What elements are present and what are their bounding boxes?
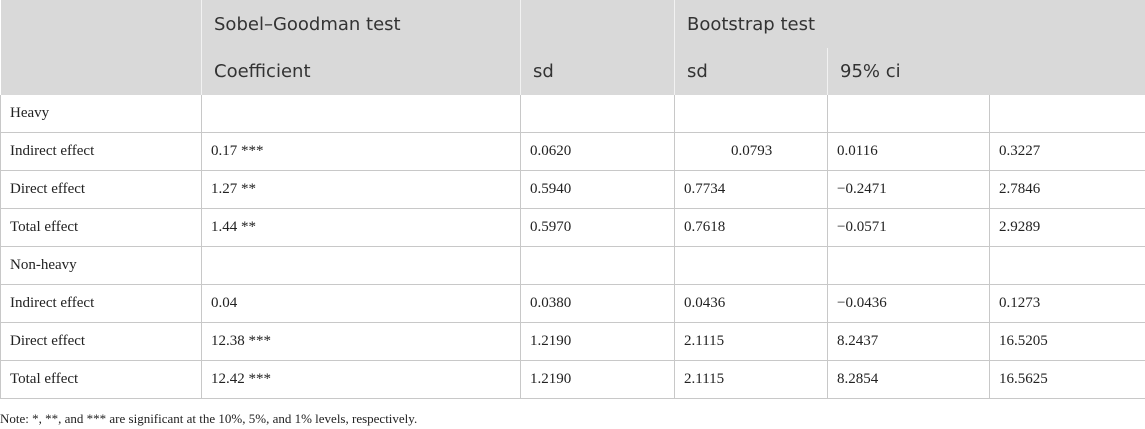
bootstrap-sd-cell (674, 95, 828, 133)
table-body: Heavy Indirect effect 0.17 *** 0.0620 0.… (0, 95, 1145, 399)
table-note: Note: *, **, and *** are significant at … (0, 411, 418, 426)
mediation-results-table: Sobel–Goodman test Bootstrap test Coeffi… (0, 0, 1145, 399)
sd-cell (520, 95, 675, 133)
ci-lower-cell: −0.0436 (827, 284, 990, 323)
sd-cell: 1.2190 (520, 322, 675, 361)
sd-cell: 1.2190 (520, 360, 675, 399)
table-row-heavy-direct: Direct effect 1.27 ** 0.5940 0.7734 −0.2… (0, 170, 1145, 209)
sd-cell: 0.0380 (520, 284, 675, 323)
header-row-columns: Coefficient sd sd 95% ci (0, 48, 1145, 95)
row-label: Total effect (0, 360, 202, 399)
ci-upper-cell: 16.5205 (988, 322, 1145, 361)
coefficient-cell: 0.17 *** (201, 132, 521, 171)
row-label: Non-heavy (0, 246, 202, 285)
sd-cell: 0.5970 (520, 208, 675, 247)
bootstrap-sd-cell: 2.1115 (674, 322, 828, 361)
coefficient-cell: 12.38 *** (201, 322, 521, 361)
ci-lower-cell: 8.2437 (827, 322, 990, 361)
header-sd-sobel: sd (520, 48, 675, 95)
table-row-non-heavy-direct: Direct effect 12.38 *** 1.2190 2.1115 8.… (0, 322, 1145, 361)
header-bootstrap-test: Bootstrap test (674, 0, 1145, 48)
table-row-heavy: Heavy (0, 95, 1145, 133)
table-row-heavy-indirect: Indirect effect 0.17 *** 0.0620 0.0793 0… (0, 132, 1145, 171)
bootstrap-sd-cell: 0.7618 (674, 208, 828, 247)
row-label: Indirect effect (0, 132, 202, 171)
header-coefficient: Coefficient (201, 48, 521, 95)
row-label: Indirect effect (0, 284, 202, 323)
table-row-heavy-total: Total effect 1.44 ** 0.5970 0.7618 −0.05… (0, 208, 1145, 247)
ci-lower-cell (827, 95, 990, 133)
ci-lower-cell: 0.0116 (827, 132, 990, 171)
bootstrap-sd-cell: 0.7734 (674, 170, 828, 209)
coefficient-cell: 1.44 ** (201, 208, 521, 247)
sd-cell: 0.5940 (520, 170, 675, 209)
header-sd-bootstrap: sd (674, 48, 828, 95)
row-label: Direct effect (0, 322, 202, 361)
header-blank-cell (520, 0, 675, 48)
ci-upper-cell: 16.5625 (988, 360, 1145, 399)
ci-upper-cell: 0.1273 (988, 284, 1145, 323)
ci-lower-cell: 8.2854 (827, 360, 990, 399)
bootstrap-sd-cell (674, 246, 828, 285)
ci-upper-cell: 2.9289 (988, 208, 1145, 247)
sd-cell (520, 246, 675, 285)
header-sobel-goodman-test: Sobel–Goodman test (201, 0, 521, 48)
table-row-non-heavy-indirect: Indirect effect 0.04 0.0380 0.0436 −0.04… (0, 284, 1145, 323)
ci-upper-cell (988, 95, 1145, 133)
coefficient-cell (201, 95, 521, 133)
header-blank-cell (0, 48, 202, 95)
ci-lower-cell (827, 246, 990, 285)
bootstrap-sd-cell: 2.1115 (674, 360, 828, 399)
ci-upper-cell: 0.3227 (988, 132, 1145, 171)
row-label: Total effect (0, 208, 202, 247)
bootstrap-sd-cell: 0.0436 (674, 284, 828, 323)
ci-lower-cell: −0.0571 (827, 208, 990, 247)
coefficient-cell: 0.04 (201, 284, 521, 323)
table-row-non-heavy-total: Total effect 12.42 *** 1.2190 2.1115 8.2… (0, 360, 1145, 399)
sd-cell: 0.0620 (520, 132, 675, 171)
table-header: Sobel–Goodman test Bootstrap test Coeffi… (0, 0, 1145, 95)
table-row-non-heavy: Non-heavy (0, 246, 1145, 285)
header-95-ci: 95% ci (827, 48, 1145, 95)
ci-lower-cell: −0.2471 (827, 170, 990, 209)
bootstrap-sd-cell: 0.0793 (674, 132, 828, 171)
ci-upper-cell (988, 246, 1145, 285)
header-blank-cell (0, 0, 202, 48)
coefficient-cell: 1.27 ** (201, 170, 521, 209)
ci-upper-cell: 2.7846 (988, 170, 1145, 209)
coefficient-cell (201, 246, 521, 285)
header-row-groups: Sobel–Goodman test Bootstrap test (0, 0, 1145, 48)
row-label: Direct effect (0, 170, 202, 209)
coefficient-cell: 12.42 *** (201, 360, 521, 399)
row-label: Heavy (0, 95, 202, 133)
